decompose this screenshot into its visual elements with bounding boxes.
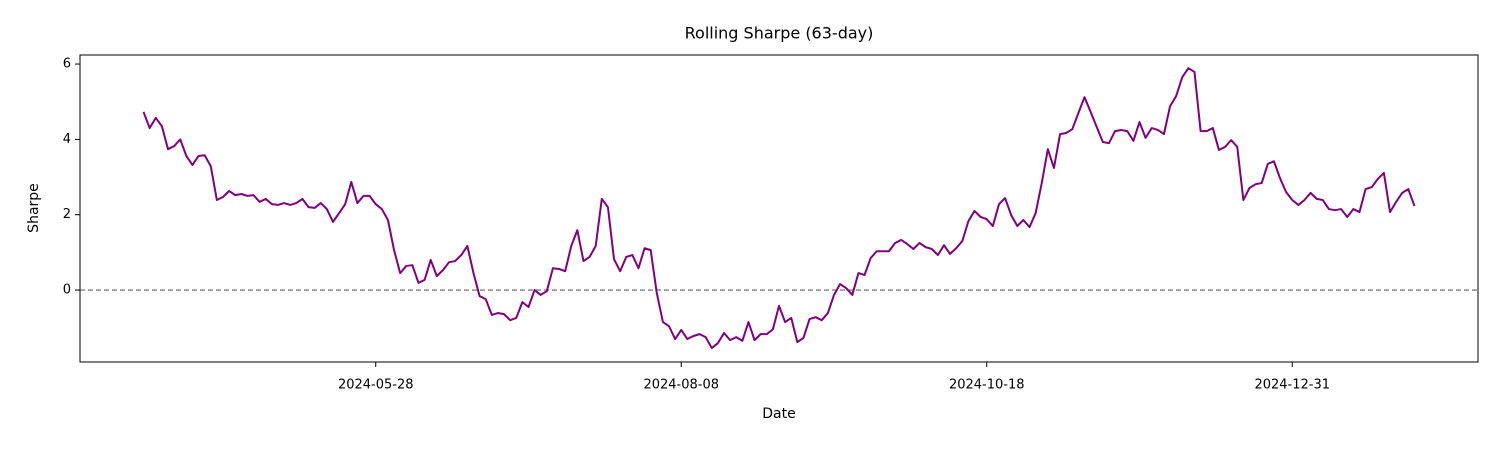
x-tick-label: 2024-12-31 — [1254, 378, 1330, 393]
chart-title: Rolling Sharpe (63-day) — [685, 24, 874, 43]
y-tick-label: 0 — [63, 283, 71, 298]
y-tick-label: 4 — [63, 132, 71, 147]
x-tick-label: 2024-10-18 — [949, 378, 1025, 393]
x-tick-label: 2024-08-08 — [643, 378, 719, 393]
y-tick-label: 2 — [63, 207, 71, 222]
x-tick-label: 2024-05-28 — [338, 378, 414, 393]
y-tick-label: 6 — [63, 57, 71, 72]
x-axis-label: Date — [762, 406, 795, 422]
y-axis-label: Sharpe — [26, 183, 42, 233]
line-series — [142, 67, 1416, 350]
plot-frame — [79, 54, 1479, 363]
